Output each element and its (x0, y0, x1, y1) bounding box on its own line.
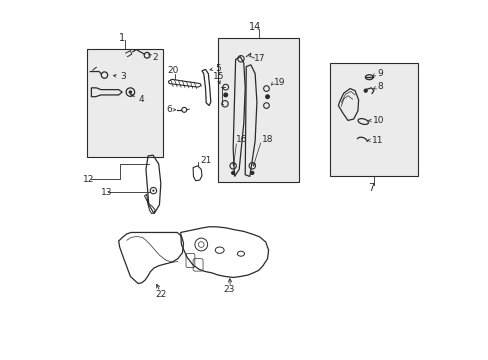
Text: 22: 22 (155, 290, 166, 299)
Circle shape (223, 93, 228, 98)
Text: 1: 1 (119, 33, 125, 43)
Circle shape (264, 94, 269, 99)
Text: 20: 20 (167, 66, 178, 75)
Circle shape (230, 171, 235, 175)
Text: 7: 7 (367, 183, 373, 193)
Text: 23: 23 (223, 285, 234, 294)
Text: 2: 2 (152, 53, 158, 62)
Text: 9: 9 (376, 69, 382, 78)
Text: 18: 18 (262, 135, 273, 144)
Text: 8: 8 (377, 82, 383, 91)
Text: 17: 17 (254, 54, 265, 63)
Circle shape (363, 89, 367, 93)
Text: 13: 13 (101, 188, 112, 197)
Bar (86, 49, 163, 157)
Circle shape (152, 190, 154, 192)
Text: 19: 19 (274, 78, 285, 87)
Text: 12: 12 (83, 175, 94, 184)
Bar (329, 63, 417, 176)
Text: 3: 3 (120, 72, 126, 81)
Text: 4: 4 (138, 95, 143, 104)
Text: 10: 10 (372, 116, 384, 125)
Text: 14: 14 (248, 22, 261, 32)
Circle shape (250, 171, 254, 175)
Text: 6: 6 (166, 105, 171, 114)
Text: 16: 16 (235, 135, 246, 144)
Text: 11: 11 (371, 136, 383, 145)
Text: 21: 21 (200, 156, 211, 165)
Text: 5: 5 (215, 64, 221, 73)
Bar (218, 38, 299, 182)
Text: 15: 15 (213, 72, 224, 81)
Circle shape (128, 90, 132, 94)
